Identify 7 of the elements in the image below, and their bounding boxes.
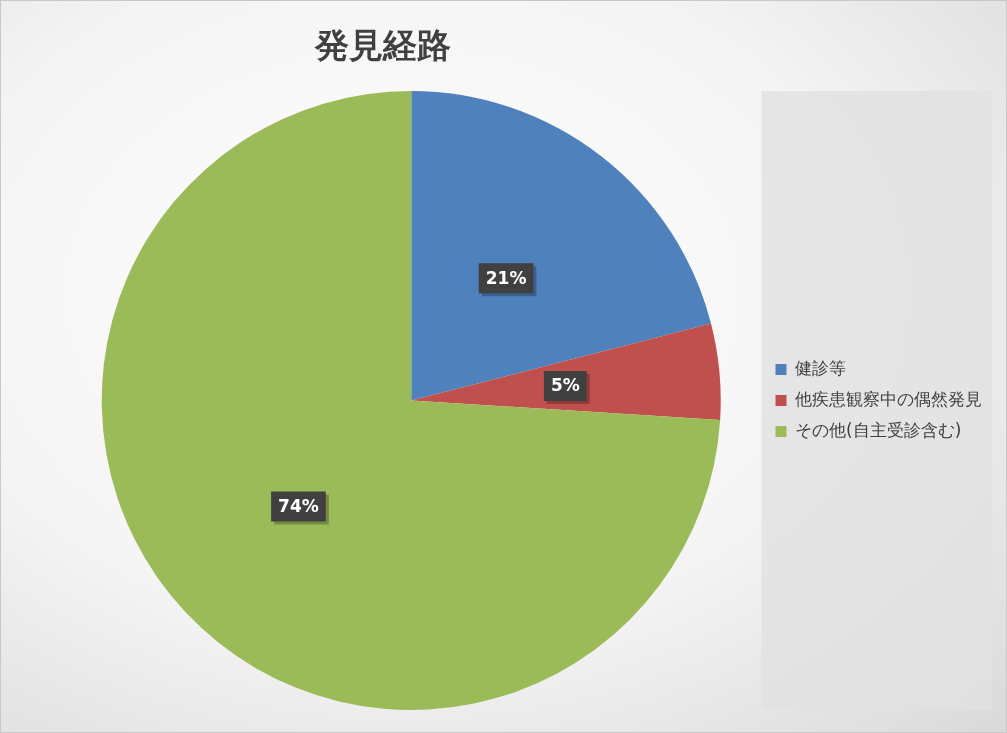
data-label: 5% [550,375,580,396]
chart-title: 発見経路 [313,24,452,67]
legend-label: 健診等 [795,357,846,378]
legend-label: その他(自主受診含む) [795,419,962,440]
data-label: 21% [485,267,527,288]
data-label: 74% [278,495,319,516]
legend-label: 他疾患観察中の偶然発見 [795,388,982,409]
